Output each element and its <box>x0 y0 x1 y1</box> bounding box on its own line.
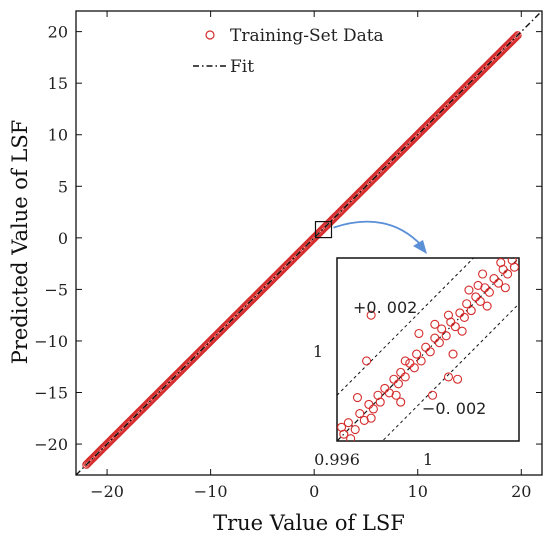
y-tick-label: 10 <box>48 126 68 145</box>
inset-point <box>366 310 376 320</box>
inset-point <box>396 397 406 407</box>
inset-point <box>437 324 447 334</box>
zoom-arrow <box>333 220 423 247</box>
inset-lower-bound-label: −0. 002 <box>422 399 486 418</box>
inset-point <box>441 331 451 341</box>
inset-point <box>430 333 440 343</box>
inset-point <box>380 383 390 393</box>
inset-point <box>500 283 510 293</box>
inset-point <box>405 358 415 368</box>
inset-plot-area <box>337 258 519 441</box>
inset-point <box>389 374 399 384</box>
training-point <box>513 31 522 40</box>
inset-point <box>414 328 424 339</box>
inset-point <box>366 413 376 423</box>
main-ticks: −20 −10 0 10 20 −20 −15 −10 −5 0 5 10 15 20 <box>34 11 542 501</box>
y-tick-label: −5 <box>44 280 68 299</box>
legend: Training-Set Data Fit <box>193 26 384 77</box>
inset-point <box>448 349 458 359</box>
training-point <box>510 33 520 42</box>
fit-line <box>75 10 543 476</box>
inset-point <box>496 258 506 268</box>
inset-point <box>393 379 403 389</box>
inset-point <box>362 356 372 366</box>
inset-point <box>355 408 365 419</box>
inset-point <box>343 418 353 428</box>
zoom-box <box>314 220 333 239</box>
inset-point <box>464 285 474 295</box>
y-tick-label: −15 <box>34 384 68 403</box>
inset-point <box>503 269 513 279</box>
inset-point <box>480 283 490 293</box>
inset-point <box>391 390 401 400</box>
inset-x-tick-0996: 0.996 <box>314 450 360 469</box>
zoom-arrow-head <box>413 240 427 254</box>
inset-point <box>484 287 494 297</box>
inset-point <box>346 434 356 441</box>
inset-point <box>425 347 435 357</box>
inset-point <box>457 326 467 336</box>
y-tick-label: −20 <box>34 435 68 454</box>
inset-point <box>459 312 469 323</box>
inset-point <box>400 356 410 366</box>
inset-point <box>489 274 499 284</box>
inset-point <box>352 392 363 403</box>
inset-point <box>384 388 394 398</box>
inset-marks <box>337 258 519 441</box>
x-tick-label: 10 <box>408 482 428 501</box>
inset-upper-bound-label: +0. 002 <box>353 298 417 317</box>
inset-point <box>509 262 519 272</box>
inset-point <box>416 356 426 366</box>
inset-point <box>478 269 488 279</box>
inset-point <box>359 415 369 425</box>
inset-point <box>427 390 438 400</box>
y-tick-label: −10 <box>34 332 68 351</box>
inset-point <box>412 349 422 359</box>
inset-point <box>337 422 347 432</box>
y-tick-label: 20 <box>48 23 68 42</box>
inset-point <box>475 296 485 307</box>
inset-x-tick-1: 1 <box>423 450 433 469</box>
inset-point <box>375 397 385 407</box>
training-point <box>512 32 521 41</box>
x-tick-label: 20 <box>511 482 531 501</box>
inset-point <box>466 306 476 316</box>
x-tick-label: −10 <box>194 482 228 501</box>
inset-point <box>368 404 378 414</box>
inset-point <box>471 292 481 302</box>
inset-point <box>450 322 460 332</box>
y-tick-label: 15 <box>48 74 68 93</box>
legend-marker-training <box>205 30 215 40</box>
inset-point <box>400 372 410 382</box>
inset-point <box>430 319 440 329</box>
legend-label-fit: Fit <box>230 57 254 77</box>
inset-point <box>396 367 406 377</box>
inset-point <box>350 425 360 435</box>
y-tick-label: 5 <box>58 177 68 196</box>
inset-point <box>455 308 465 318</box>
x-tick-label: 0 <box>309 482 319 501</box>
y-tick-label: 0 <box>58 229 68 248</box>
main-marks <box>75 10 543 476</box>
inset-point <box>409 363 419 373</box>
inset-point <box>453 374 463 384</box>
inset-point <box>462 299 472 309</box>
inset-point <box>443 372 454 382</box>
legend-label-training: Training-Set Data <box>230 26 384 46</box>
inset-point <box>482 301 492 311</box>
inset-point <box>493 278 504 288</box>
x-axis-label: True Value of LSF <box>213 511 405 535</box>
inset-point <box>364 399 374 409</box>
inset-point <box>421 342 431 352</box>
inset-point <box>443 310 454 320</box>
inset-y-tick-1: 1 <box>313 342 323 361</box>
inset-point <box>434 338 444 348</box>
x-tick-label: −20 <box>90 482 124 501</box>
y-axis-label: Predicted Value of LSF <box>8 120 32 365</box>
inset-point <box>473 280 483 291</box>
